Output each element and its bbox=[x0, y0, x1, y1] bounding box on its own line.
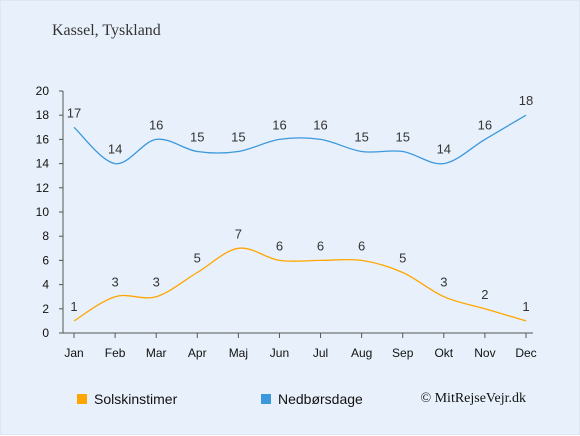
sunshine-line bbox=[73, 247, 527, 322]
x-tick-label: Jul bbox=[313, 346, 328, 360]
legend-label-sunshine: Solskinstimer bbox=[94, 391, 178, 407]
sunshine-data-label: 5 bbox=[194, 251, 201, 266]
rain-days-data-label: 15 bbox=[395, 130, 409, 145]
x-tick-label: Okt bbox=[434, 346, 453, 360]
sunshine-data-label: 3 bbox=[440, 275, 447, 290]
rain-days-data-label: 18 bbox=[519, 93, 533, 108]
copyright-text: © MitRejseVejr.dk bbox=[420, 391, 526, 406]
rain-days-data-label: 16 bbox=[478, 117, 492, 132]
legend-swatch-sunshine bbox=[77, 394, 87, 404]
sunshine-data-label: 6 bbox=[276, 238, 283, 253]
y-tick-label: 2 bbox=[42, 302, 49, 316]
y-tick-label: 12 bbox=[36, 181, 50, 195]
legend-item-sunshine: Solskinstimer bbox=[77, 391, 177, 407]
x-tick-label: Aug bbox=[351, 346, 372, 360]
rain-days-line bbox=[73, 114, 527, 165]
x-tick-label: Sep bbox=[392, 346, 414, 360]
sunshine-data-label: 2 bbox=[481, 287, 488, 302]
rain-days-data-label: 15 bbox=[354, 130, 368, 145]
rain-days-data-label: 15 bbox=[231, 130, 245, 145]
sunshine-data-label: 3 bbox=[153, 275, 160, 290]
x-tick-label: Jan bbox=[64, 346, 83, 360]
x-tick-label: Jun bbox=[270, 346, 289, 360]
y-tick-label: 6 bbox=[42, 253, 49, 267]
x-tick-label: Maj bbox=[229, 346, 248, 360]
rain-days-data-label: 14 bbox=[437, 142, 451, 157]
sunshine-data-label: 7 bbox=[235, 226, 242, 241]
sunshine-data-label: 3 bbox=[111, 275, 118, 290]
rain-days-data-label: 17 bbox=[67, 105, 81, 120]
sunshine-data-label: 1 bbox=[522, 299, 529, 314]
x-tick-label: Nov bbox=[474, 346, 495, 360]
y-tick-label: 18 bbox=[36, 108, 50, 122]
sunshine-data-label: 6 bbox=[358, 238, 365, 253]
rain-days-data-label: 16 bbox=[272, 117, 286, 132]
sunshine-data-label: 6 bbox=[317, 238, 324, 253]
y-tick-label: 10 bbox=[36, 205, 50, 219]
y-tick-label: 8 bbox=[42, 229, 49, 243]
sunshine-data-label: 1 bbox=[70, 299, 77, 314]
y-tick-label: 14 bbox=[36, 157, 50, 171]
legend-item-rain-days: Nedbørsdage bbox=[261, 391, 363, 407]
y-tick-label: 16 bbox=[36, 132, 50, 146]
legend-label-rain-days: Nedbørsdage bbox=[278, 391, 363, 407]
x-tick-label: Apr bbox=[188, 346, 207, 360]
y-tick-label: 4 bbox=[42, 278, 49, 292]
y-tick-label: 20 bbox=[36, 84, 50, 98]
x-tick-label: Mar bbox=[146, 346, 167, 360]
x-tick-label: Dec bbox=[515, 346, 536, 360]
x-tick-label: Feb bbox=[105, 346, 126, 360]
legend-swatch-rain-days bbox=[261, 394, 271, 404]
rain-days-data-label: 14 bbox=[108, 142, 122, 157]
sunshine-data-label: 5 bbox=[399, 251, 406, 266]
rain-days-data-label: 16 bbox=[313, 117, 327, 132]
chart-title: Kassel, Tyskland bbox=[52, 22, 161, 39]
rain-days-data-label: 15 bbox=[190, 130, 204, 145]
y-tick-label: 0 bbox=[42, 326, 49, 340]
rain-days-data-label: 16 bbox=[149, 117, 163, 132]
